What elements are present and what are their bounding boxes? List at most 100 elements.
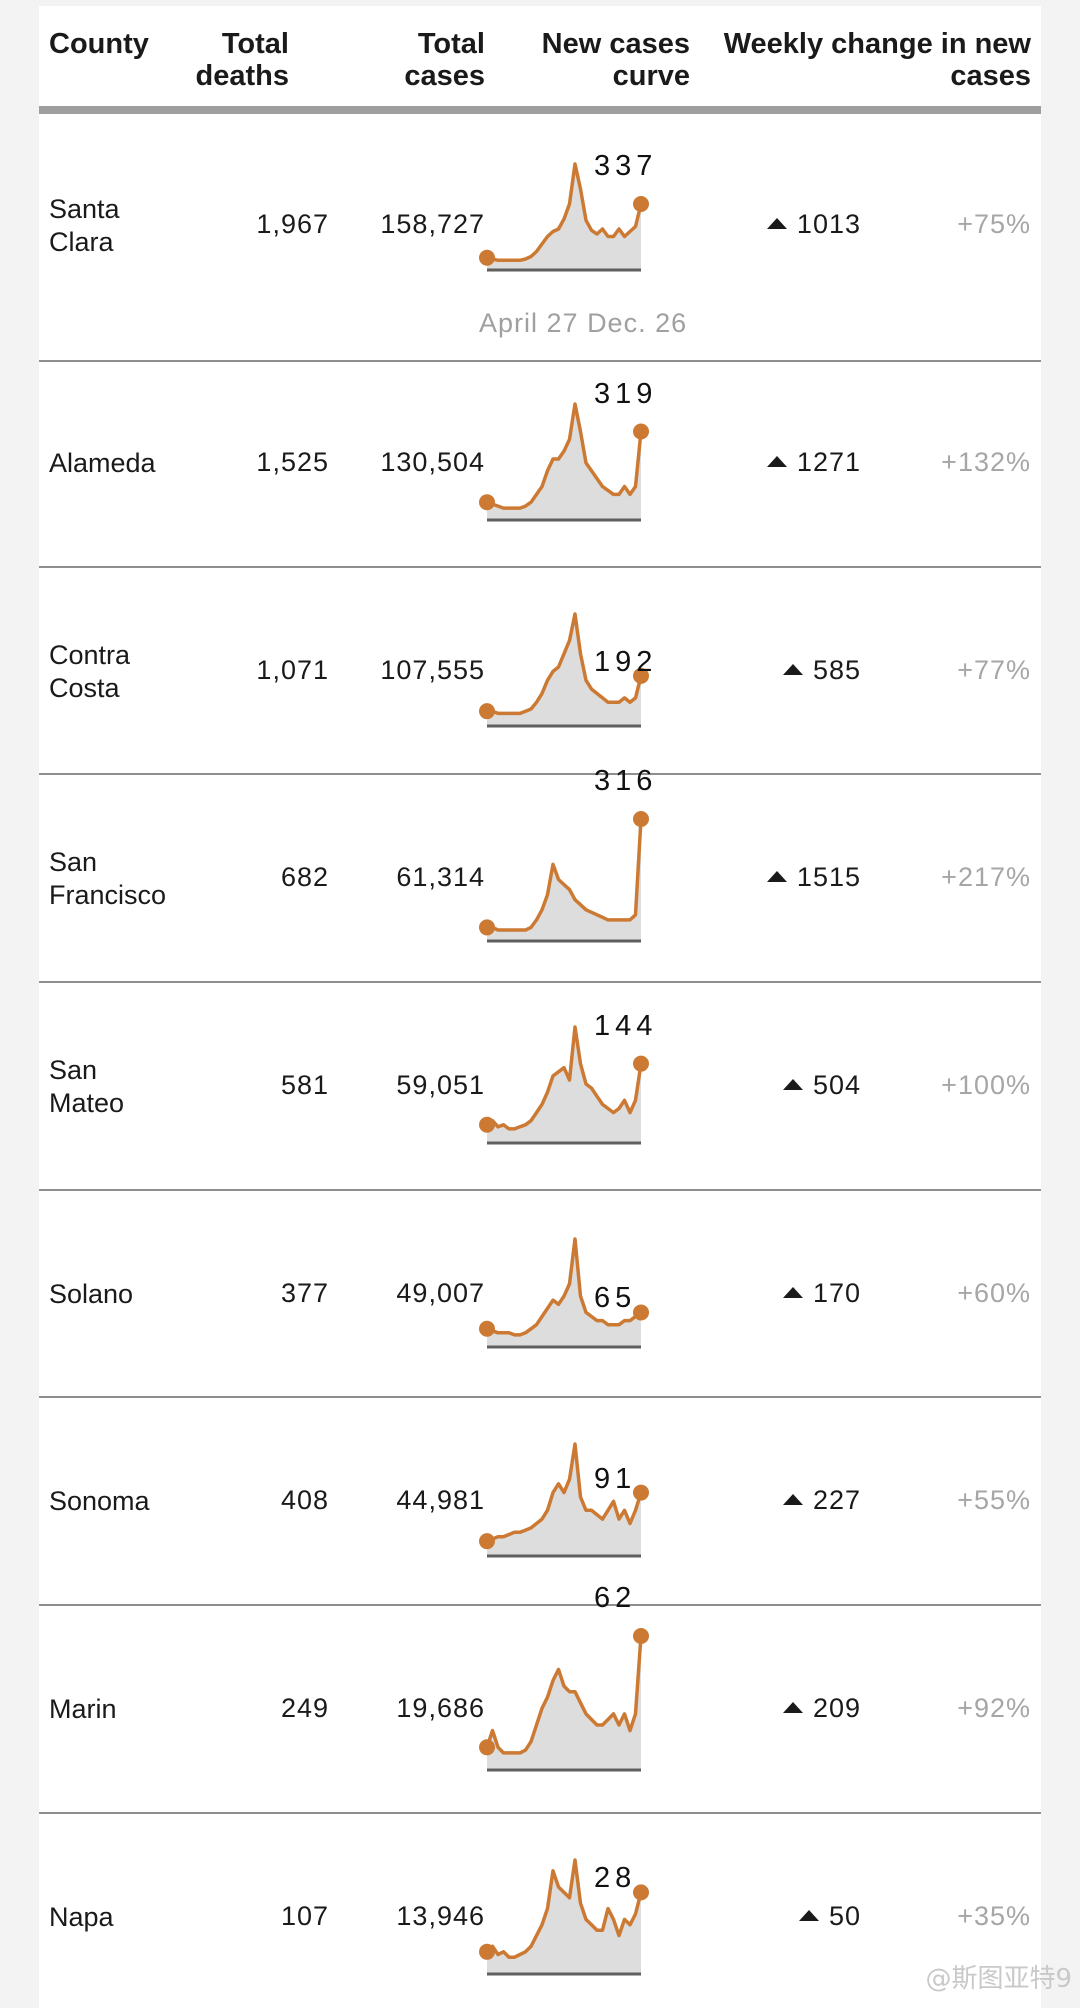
county-name: San Francisco [49, 847, 167, 910]
latest-new-cases: 337 [594, 150, 658, 182]
header-county: County [49, 28, 149, 60]
latest-new-cases: 144 [594, 1009, 658, 1042]
weekly-change-percent: +75% [957, 209, 1031, 239]
table-row: San Mateo 581 59,051 144 504 +100% [39, 983, 1041, 1191]
weekly-change: 50 [798, 1901, 861, 1932]
row-divider [39, 1604, 1041, 1606]
total-cases: 107,555 [380, 655, 485, 685]
county-name: Napa [49, 1902, 114, 1932]
curve-end-dot [633, 1055, 649, 1072]
table-row: Contra Costa 1,071 107,555 192 585 +77% [39, 568, 1041, 775]
up-arrow-icon [782, 1287, 803, 1298]
curve-end-dot [633, 1628, 649, 1644]
new-cases-sparkline [479, 612, 649, 728]
row-divider [39, 360, 1041, 362]
weekly-change: 504 [782, 1070, 861, 1101]
weekly-change-percent: +100% [941, 1070, 1031, 1100]
total-deaths: 249 [280, 1693, 329, 1723]
county-name: Santa Clara [49, 194, 120, 257]
weekly-change: 1013 [766, 209, 861, 240]
latest-new-cases: 28 [594, 1862, 637, 1895]
row-divider [39, 566, 1041, 568]
total-deaths: 107 [280, 1901, 329, 1931]
total-deaths: 1,525 [256, 447, 329, 477]
curve-line [485, 1025, 643, 1131]
curve-line [486, 402, 643, 510]
weekly-change-percent: +60% [957, 1278, 1031, 1308]
latest-new-cases: 316 [594, 765, 658, 797]
weekly-change: 1271 [766, 447, 861, 478]
county-name: Marin [49, 1694, 117, 1724]
up-arrow-icon [766, 218, 787, 229]
weekly-change-percent: +217% [941, 862, 1031, 892]
up-arrow-icon [766, 456, 787, 467]
total-cases: 13,946 [396, 1901, 485, 1931]
total-cases: 130,504 [380, 447, 485, 477]
weekly-change-percent: +132% [941, 447, 1031, 477]
total-cases: 49,007 [396, 1278, 485, 1308]
new-cases-sparkline [479, 1858, 649, 1976]
up-arrow-icon [782, 1494, 803, 1505]
curve-area [487, 819, 641, 941]
curve-start-dot [479, 249, 495, 266]
curve-start-dot [479, 1320, 495, 1337]
curve-start-dot [479, 1116, 495, 1133]
row-divider [39, 1396, 1041, 1398]
latest-new-cases: 65 [594, 1282, 637, 1315]
curve-end-dot [633, 811, 649, 827]
up-arrow-icon [782, 1079, 803, 1090]
curve-start-dot [479, 1943, 495, 1960]
weekly-change-percent: +77% [957, 655, 1031, 685]
curve-area [487, 1636, 641, 1770]
latest-new-cases: 91 [594, 1462, 637, 1495]
total-cases: 61,314 [396, 862, 485, 892]
row-divider [39, 773, 1041, 775]
curve-line [486, 1442, 643, 1543]
row-divider [39, 1812, 1041, 1814]
table-row: Santa Clara 1,967 158,727 337 1013 +75% [39, 114, 1041, 362]
curve-date-range: April 27 Dec. 26 [479, 308, 687, 339]
curve-line [486, 1237, 643, 1337]
curve-area [487, 1444, 641, 1556]
weekly-change: 209 [782, 1693, 861, 1724]
header-total-deaths: Total deaths [195, 28, 289, 92]
latest-new-cases: 192 [594, 645, 658, 678]
total-deaths: 682 [280, 862, 329, 892]
county-name: Solano [49, 1279, 134, 1309]
curve-end-dot [633, 1304, 649, 1321]
header-rule [39, 106, 1041, 114]
county-name: San Mateo [49, 1055, 125, 1118]
weekly-change-percent: +55% [957, 1485, 1031, 1515]
curve-start-dot [479, 1739, 495, 1756]
table-row: Sonoma 408 44,981 91 227 +55% [39, 1398, 1041, 1606]
county-name: Alameda [49, 448, 156, 478]
total-cases: 19,686 [396, 1693, 485, 1723]
curve-end-dot [633, 423, 649, 440]
curve-end-dot [633, 667, 649, 684]
curve-line [486, 162, 643, 263]
header-total-cases: Total cases [404, 28, 485, 92]
table-row: Napa 107 13,946 28 50 +35% [39, 1814, 1041, 2008]
weekly-change: 227 [782, 1485, 861, 1516]
weekly-change-percent: +35% [957, 1901, 1031, 1931]
total-deaths: 1,967 [256, 209, 329, 239]
curve-start-dot [479, 494, 495, 511]
curve-area [487, 1027, 641, 1143]
curve-line [485, 1635, 643, 1755]
up-arrow-icon [782, 1702, 803, 1713]
new-cases-sparkline [479, 162, 649, 272]
row-divider [39, 1189, 1041, 1191]
latest-new-cases: 319 [594, 377, 658, 410]
new-cases-sparkline [479, 1442, 649, 1558]
header-new-cases-curve: New cases curve [541, 28, 690, 92]
total-deaths: 408 [280, 1485, 329, 1515]
curve-start-dot [479, 703, 495, 720]
table-row: Solano 377 49,007 65 170 +60% [39, 1191, 1041, 1398]
curve-start-dot [479, 1533, 495, 1550]
new-cases-sparkline [479, 1025, 649, 1145]
row-divider [39, 981, 1041, 983]
curve-line [487, 612, 643, 716]
total-deaths: 581 [280, 1070, 329, 1100]
curve-area [487, 164, 641, 270]
county-name: Contra Costa [49, 640, 131, 703]
